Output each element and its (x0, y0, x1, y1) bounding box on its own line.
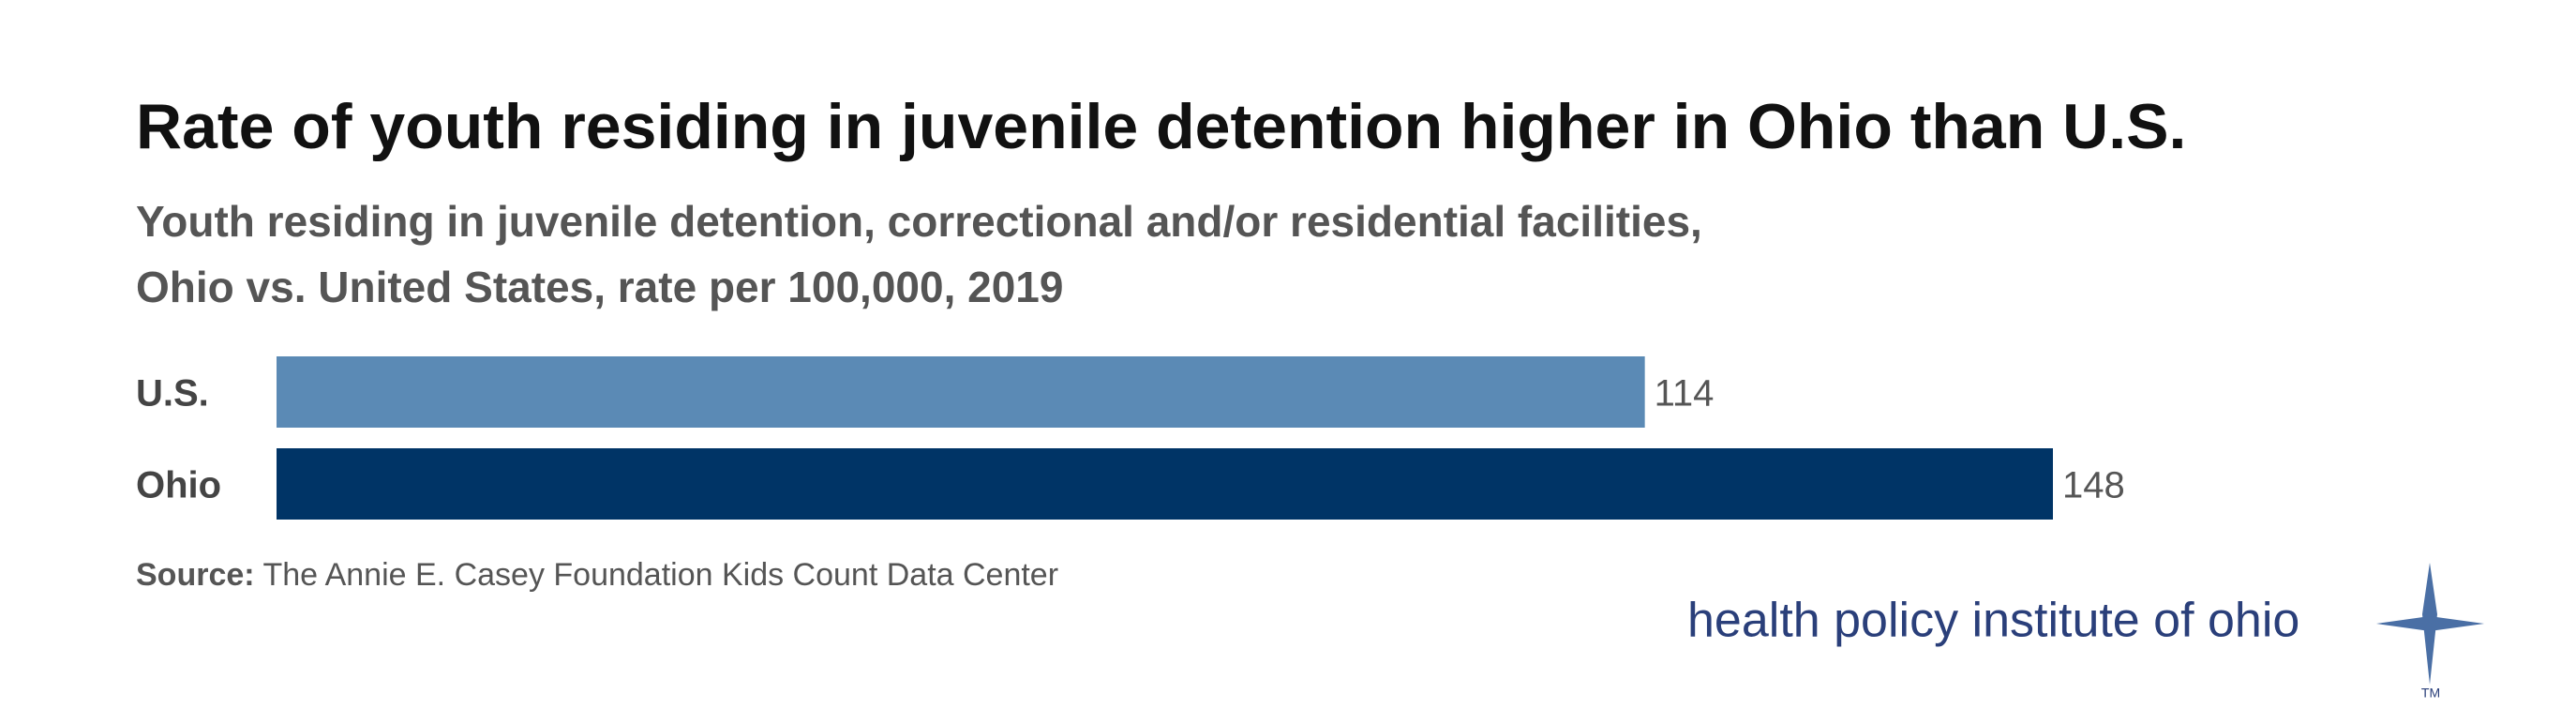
logo-tm: TM (2421, 686, 2440, 701)
logo-star (2376, 563, 2484, 685)
bar (277, 448, 2053, 520)
subtitle: Ohio vs. United States, rate per 100,000… (136, 263, 1063, 311)
source: Source: The Annie E. Casey Foundation Ki… (136, 557, 1058, 593)
category-label: Ohio (136, 465, 221, 506)
chart-title: Rate of youth residing in juvenile deten… (136, 91, 2186, 162)
bar (277, 356, 1645, 428)
logo-text: health policy institute of ohio (1687, 594, 2299, 648)
source-label: Source: (136, 557, 255, 593)
subtitle: Youth residing in juvenile detention, co… (136, 197, 1702, 246)
value-label: 148 (2062, 465, 2125, 506)
source-text: The Annie E. Casey Foundation Kids Count… (262, 557, 1058, 593)
category-label: U.S. (136, 373, 209, 415)
value-label: 114 (1655, 373, 1715, 415)
